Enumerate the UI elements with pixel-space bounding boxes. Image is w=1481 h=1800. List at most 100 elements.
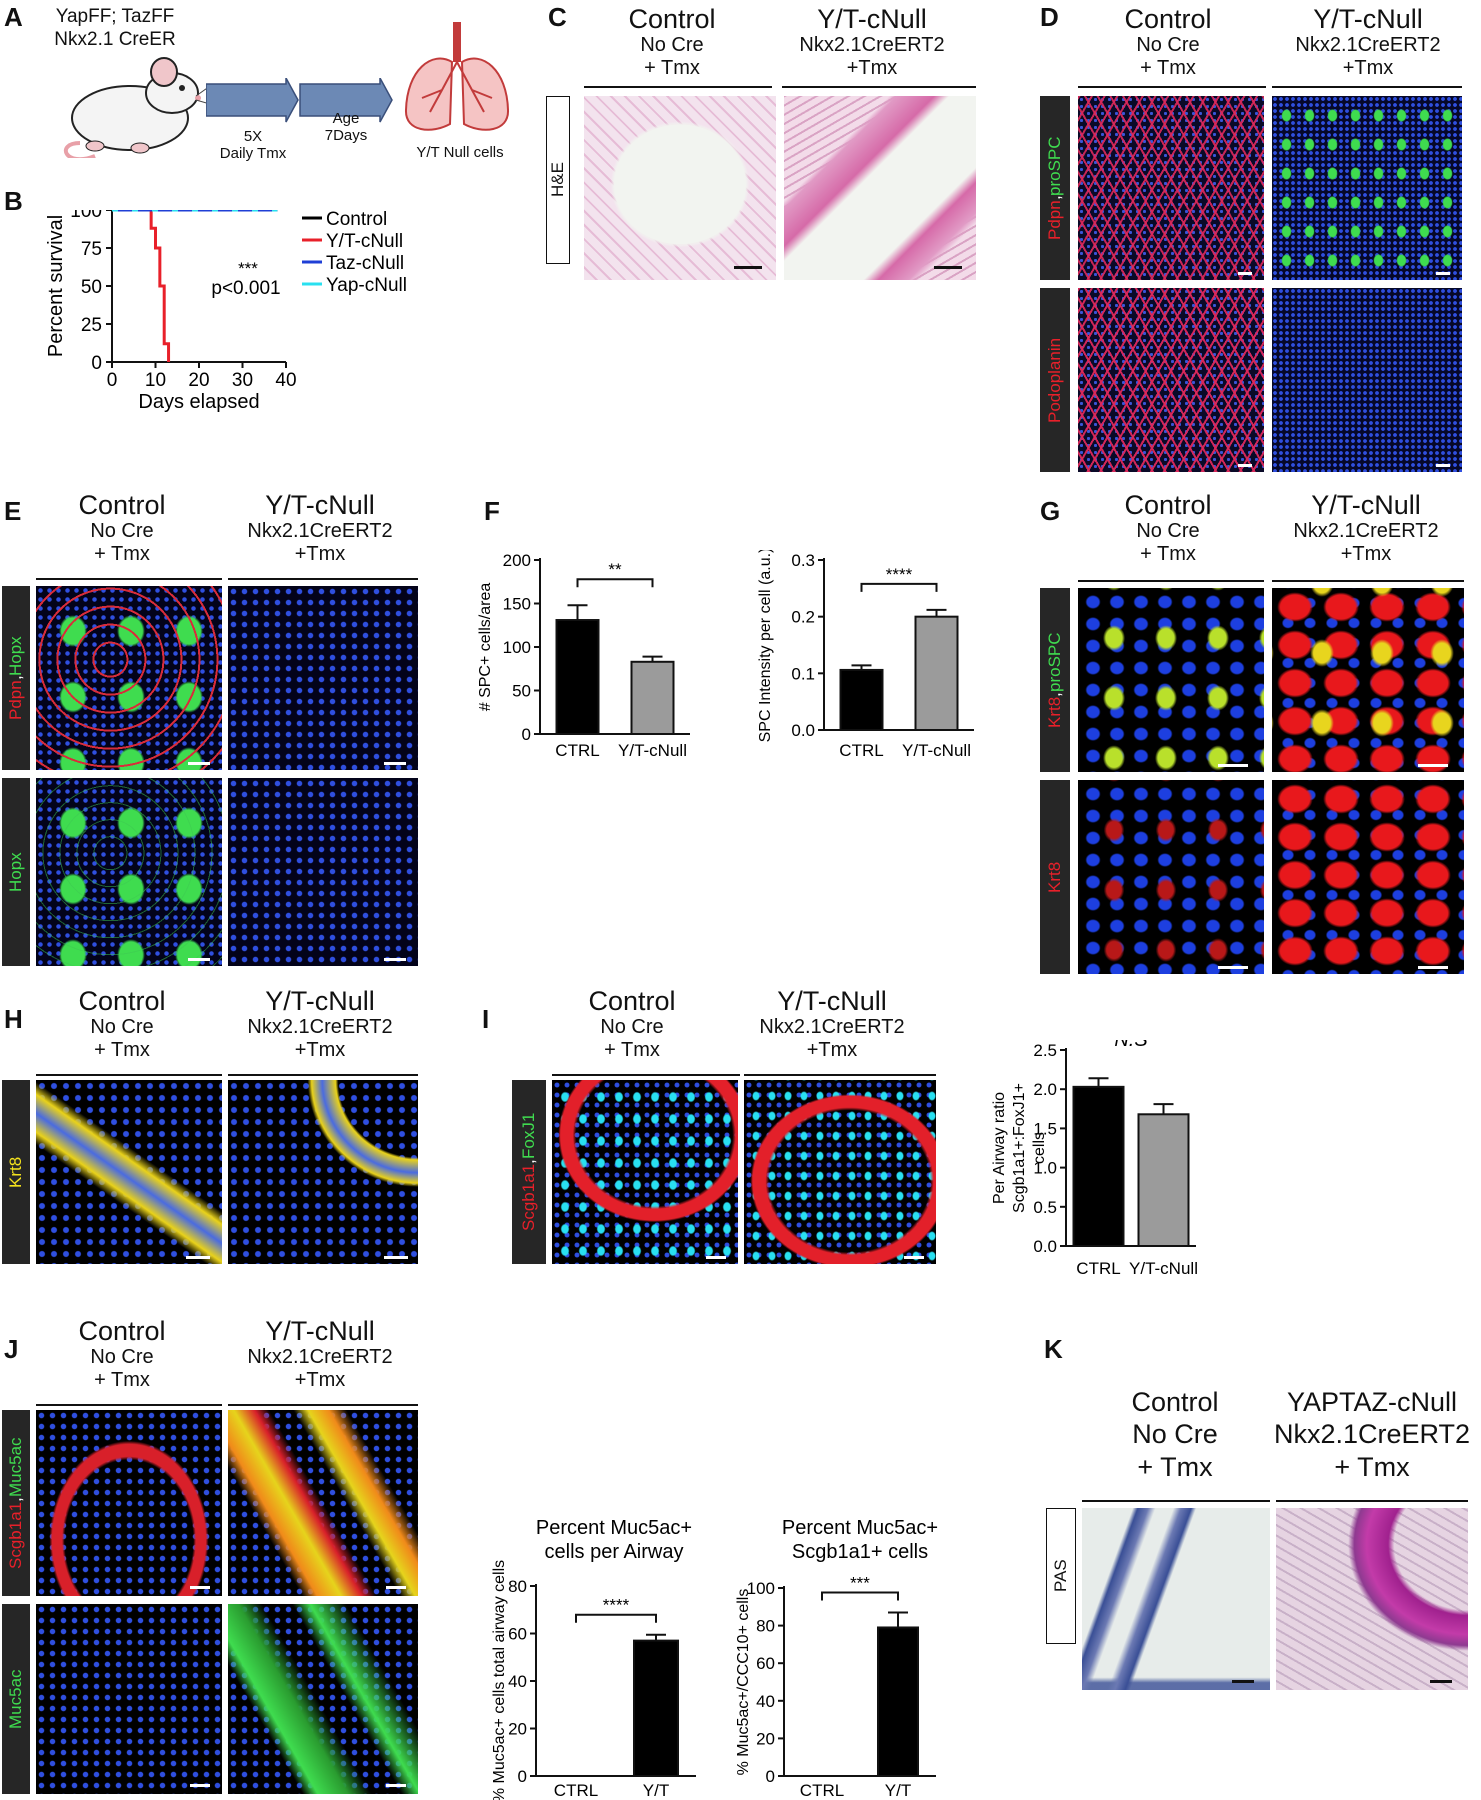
c-null-title: Y/T-cNull xyxy=(817,4,927,34)
d-row2-label: Podoplanin xyxy=(1040,288,1070,472)
mouse-icon xyxy=(63,57,210,158)
y-axis-label: % Muc5ac+ cells total airway cells xyxy=(491,1560,508,1800)
i-row-label-sep: , xyxy=(519,1159,538,1164)
d-row1-label-b: proSPC xyxy=(1045,136,1064,196)
k-null-sub2: + Tmx xyxy=(1334,1451,1410,1482)
mouse-genotype-line2: Nkx2.1 CreER xyxy=(54,28,176,50)
k-null-header: YAPTAZ-cNull Nkx2.1CreERT2 + Tmx xyxy=(1266,1386,1478,1483)
e-control-rule xyxy=(36,578,222,580)
scale-bar xyxy=(186,1256,210,1259)
x-tick-label: 10 xyxy=(145,370,166,391)
panel-label-k: K xyxy=(1044,1334,1063,1364)
j-control-header: Control No Cre + Tmx xyxy=(32,1316,212,1391)
d-null-sub2: +Tmx xyxy=(1342,56,1394,79)
h-control-sub1: No Cre xyxy=(90,1016,154,1039)
e-row1-label-b: Hopx xyxy=(6,635,25,676)
k-control-rule xyxy=(1082,1500,1270,1502)
chart-title: cells per Airway xyxy=(545,1541,684,1563)
y-tick-label: 60 xyxy=(508,1625,527,1644)
step1-caption: 5X Daily Tmx xyxy=(206,128,300,163)
category-label: CTRL xyxy=(554,1781,598,1800)
e-control-sub2: + Tmx xyxy=(94,542,150,565)
significance-bracket xyxy=(860,582,938,592)
j-muc5ac-scgb-chart: Percent Muc5ac+Scgb1a1+ cells 0 20 40 60 80 10… xyxy=(735,1517,938,1800)
significance-stars: *** xyxy=(238,259,258,278)
k-control-title: Control xyxy=(1131,1387,1219,1417)
bar-y-t-cnull xyxy=(914,615,959,731)
survival-chart: 0 25 50 75 100 0 10 20 30 40 Days elapsed Percent s… xyxy=(45,210,407,413)
d-row2-label-text: Podoplanin xyxy=(1045,337,1064,423)
x-axis-label: Days elapsed xyxy=(138,391,259,413)
c-null-sub1: Nkx2.1CreERT2 xyxy=(799,34,945,57)
k-control-pas-image xyxy=(1082,1508,1270,1690)
scale-bar xyxy=(904,1256,924,1259)
e-row1-label-a: Pdpn xyxy=(6,680,25,721)
panel-label-g: G xyxy=(1040,496,1061,526)
g-row1-label: Krt8, proSPC xyxy=(1040,588,1070,772)
h-control-header: Control No Cre + Tmx xyxy=(32,986,212,1061)
d-control-row1-image xyxy=(1078,96,1264,280)
k-null-pas-image xyxy=(1276,1508,1468,1690)
bar-y-t-cnull xyxy=(633,1639,679,1777)
j-null-sub1: Nkx2.1CreERT2 xyxy=(247,1346,393,1369)
j-control-title: Control xyxy=(78,1316,166,1346)
g-control-header: Control No Cre + Tmx xyxy=(1078,490,1258,565)
e-control-row1-image xyxy=(36,586,222,770)
panel-label-f: F xyxy=(484,496,500,526)
scale-bar xyxy=(706,1256,726,1259)
legend-label: Yap-cNull xyxy=(326,275,407,296)
step2-line1: Age xyxy=(332,110,360,127)
j-control-rule xyxy=(36,1404,222,1406)
chart-title: Scgb1a1+ cells xyxy=(792,1541,928,1563)
i-null-sub1: Nkx2.1CreERT2 xyxy=(759,1016,905,1039)
d-null-row2-image xyxy=(1272,288,1462,472)
c-null-he-image xyxy=(784,96,976,280)
scale-bar xyxy=(1430,1680,1452,1683)
panel-label-i: I xyxy=(482,1004,490,1034)
step2-caption: Age 7Days xyxy=(300,110,392,145)
j-null-header: Y/T-cNull Nkx2.1CreERT2 +Tmx xyxy=(220,1316,420,1391)
i-control-title: Control xyxy=(588,986,676,1016)
d-null-sub1: Nkx2.1CreERT2 xyxy=(1295,34,1441,57)
y-tick-label: 100 xyxy=(70,210,102,222)
g-null-rule xyxy=(1272,580,1464,582)
i-row-label-b: FoxJ1 xyxy=(519,1112,538,1160)
y-tick-label: 80 xyxy=(508,1577,527,1596)
category-label: Y/T xyxy=(885,1781,911,1800)
scale-bar xyxy=(384,1256,408,1259)
g-null-row2-image xyxy=(1272,780,1464,974)
d-null-title: Y/T-cNull xyxy=(1313,4,1423,34)
g-row1-label-a: Krt8 xyxy=(1045,696,1064,728)
h-null-rule xyxy=(228,1074,418,1076)
y-tick-label: 1.5 xyxy=(1033,1119,1057,1138)
y-tick-label: 20 xyxy=(508,1720,527,1739)
g-control-title: Control xyxy=(1124,490,1212,520)
x-tick-label: 0 xyxy=(107,370,118,391)
g-control-row2-image xyxy=(1078,780,1264,974)
y-tick-label: 0.1 xyxy=(791,664,815,683)
scale-bar xyxy=(934,266,962,269)
d-null-rule xyxy=(1272,86,1462,88)
chart-title: Percent Muc5ac+ xyxy=(782,1517,938,1539)
c-control-title: Control xyxy=(628,4,716,34)
category-label: Y/T-cNull xyxy=(618,741,687,760)
scale-bar xyxy=(1436,464,1450,467)
legend-label: Control xyxy=(326,210,387,230)
x-tick-label: 20 xyxy=(188,370,209,391)
scale-bar xyxy=(188,762,210,765)
e-control-title: Control xyxy=(78,490,166,520)
g-control-sub2: + Tmx xyxy=(1140,542,1196,565)
j-control-row2-image xyxy=(36,1604,222,1794)
f-spc-count-chart: # SPC+ Cells050100150200# SPC+ cells/are… xyxy=(477,551,690,760)
d-control-sub2: + Tmx xyxy=(1140,56,1196,79)
scale-bar xyxy=(188,958,210,961)
y-tick-label: 75 xyxy=(81,239,102,260)
h-control-title: Control xyxy=(78,986,166,1016)
chart-title: Percent Muc5ac+ xyxy=(536,1517,692,1539)
g-row1-label-sep: , xyxy=(1045,691,1064,697)
category-label: CTRL xyxy=(800,1781,844,1800)
mouse-genotype-line1: YapFF; TazFF xyxy=(55,6,175,27)
x-tick-label: 40 xyxy=(275,370,296,391)
c-control-rule xyxy=(584,86,772,88)
h-null-image xyxy=(228,1080,418,1264)
